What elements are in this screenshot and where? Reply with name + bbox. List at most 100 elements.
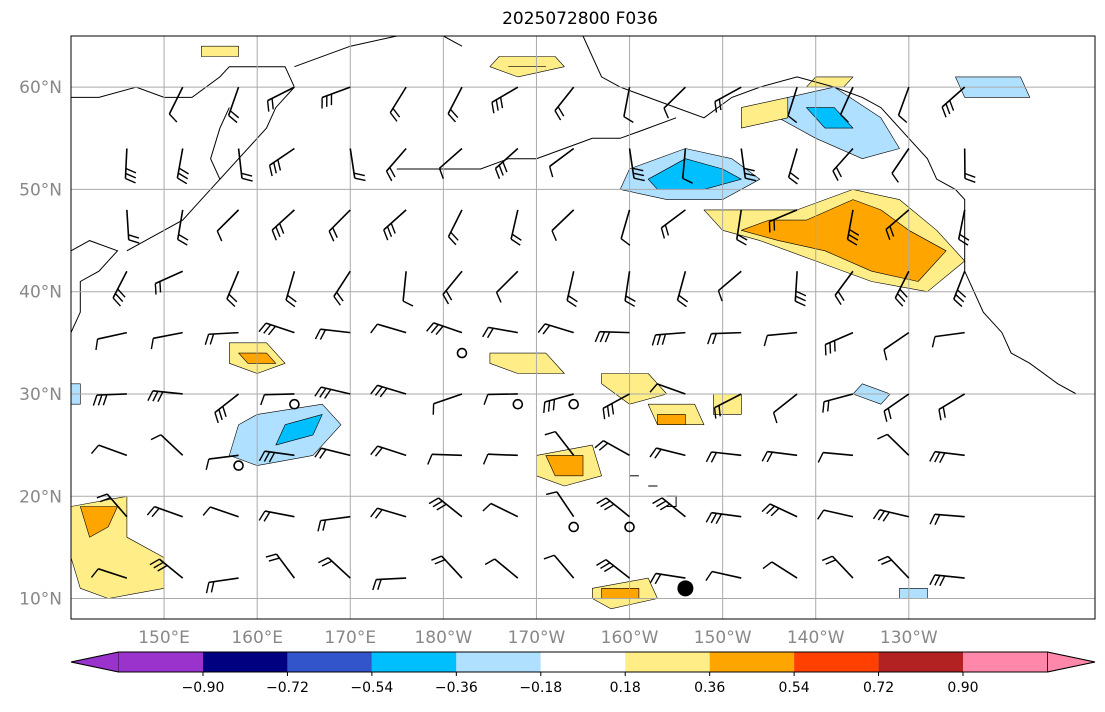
wind-barb: [176, 209, 189, 246]
wind-barb: [566, 271, 578, 308]
wind-barb: [846, 209, 860, 246]
colorbar-label: −0.18: [519, 680, 562, 696]
wind-barb: [676, 271, 689, 308]
wind-barb: [931, 331, 965, 348]
wind-barb: [761, 450, 798, 463]
calm-wind-marker: [233, 460, 244, 471]
wind-barb: [447, 86, 463, 123]
wind-barb: [787, 86, 798, 124]
wind-barb: [938, 393, 966, 421]
wind-barb: [705, 570, 742, 582]
lat-label-40: 40°N: [19, 283, 62, 303]
wind-barb: [428, 497, 463, 518]
colorbar-swatch-10: [963, 652, 1048, 672]
wind-barb: [226, 270, 240, 307]
wind-barb: [794, 271, 807, 307]
wind-barb: [150, 434, 184, 456]
storm-center-marker: [677, 580, 694, 597]
wind-barb: [877, 433, 910, 456]
contour-0.18-17: [489, 352, 565, 374]
wind-barb: [953, 270, 967, 308]
wind-barb: [126, 209, 140, 244]
colorbar-swatch-9: [878, 652, 963, 672]
contour-layer: [71, 45, 1031, 610]
wind-barb: [763, 331, 798, 347]
wind-barb: [651, 331, 686, 346]
wind-barb: [824, 331, 854, 356]
wind-barb: [204, 331, 239, 345]
wind-barb: [872, 509, 910, 522]
lon-label-210: 150°W: [694, 628, 752, 648]
wind-barb: [546, 491, 575, 518]
calm-wind-marker: [568, 398, 579, 410]
wind-barb: [318, 557, 351, 579]
wind-barb: [624, 271, 636, 307]
wind-barb: [554, 86, 575, 121]
wind-barb: [168, 86, 184, 123]
wind-barb: [237, 148, 253, 182]
contour-0.18-22: [740, 97, 789, 129]
wind-barb: [484, 558, 519, 579]
wind-barb: [822, 393, 854, 413]
colorbar-label: 0.90: [947, 680, 978, 696]
wind-barb: [349, 148, 366, 182]
wind-barb: [681, 148, 693, 184]
colorbar-swatch-3: [371, 652, 457, 672]
wind-barb: [266, 86, 295, 112]
wind-barb: [314, 447, 351, 459]
wind-barb: [817, 451, 854, 463]
wind-barb: [383, 209, 407, 241]
wind-barb: [649, 447, 686, 459]
wind-barb: [227, 86, 240, 124]
wind-barb: [147, 390, 183, 403]
colorbar-label: 0.72: [863, 680, 894, 696]
wind-barb: [544, 430, 575, 456]
wind-barb: [891, 148, 910, 183]
calm-wind-marker: [568, 521, 579, 533]
contour--0.36-7: [275, 414, 323, 446]
coastline-3: [294, 36, 463, 68]
wind-barb: [714, 86, 742, 113]
wind-barb: [537, 323, 574, 335]
wind-barb: [482, 502, 519, 518]
wind-barb: [385, 147, 407, 182]
wind-barb: [707, 331, 742, 345]
colorbar-label: 0.54: [779, 680, 810, 696]
wind-barb: [602, 393, 630, 420]
wind-barb: [821, 555, 854, 579]
lon-label-170: 170°E: [324, 628, 376, 648]
lat-label-60: 60°N: [19, 78, 62, 98]
wind-barb: [551, 209, 575, 242]
wind-barb: [663, 86, 686, 119]
wind-barb: [483, 393, 518, 405]
lon-label-230: 130°W: [880, 628, 938, 648]
wind-barb: [705, 511, 742, 525]
wind-barb: [258, 450, 295, 463]
wind-barb: [154, 270, 184, 295]
wind-barb: [317, 515, 351, 532]
colorbar-swatch-4: [456, 652, 541, 672]
wind-barb: [772, 393, 798, 424]
lon-label-220: 140°W: [787, 628, 845, 648]
wind-barb: [649, 383, 686, 395]
calm-wind-marker: [456, 347, 468, 359]
colorbar-label: −0.72: [266, 680, 309, 696]
wind-barb: [402, 271, 414, 307]
wind-barb: [713, 393, 742, 419]
wind-barb: [929, 450, 965, 463]
wind-barb: [442, 270, 463, 305]
wind-barb: [495, 270, 519, 303]
wind-barb: [321, 86, 351, 109]
wind-barb: [271, 209, 295, 241]
colorbar-extend-max: [1047, 651, 1096, 673]
colorbar-swatch-7: [709, 652, 795, 672]
graticule-layer: [71, 36, 1095, 619]
wind-barb-layer: [90, 86, 976, 597]
wind-barb: [389, 86, 407, 122]
wind-barb: [285, 271, 297, 308]
lat-label-10: 10°N: [19, 590, 62, 610]
lon-label-180: 180°W: [414, 628, 472, 648]
wind-barb: [447, 209, 463, 246]
contour-0.36-1: [740, 199, 947, 282]
wind-barb: [717, 270, 742, 302]
